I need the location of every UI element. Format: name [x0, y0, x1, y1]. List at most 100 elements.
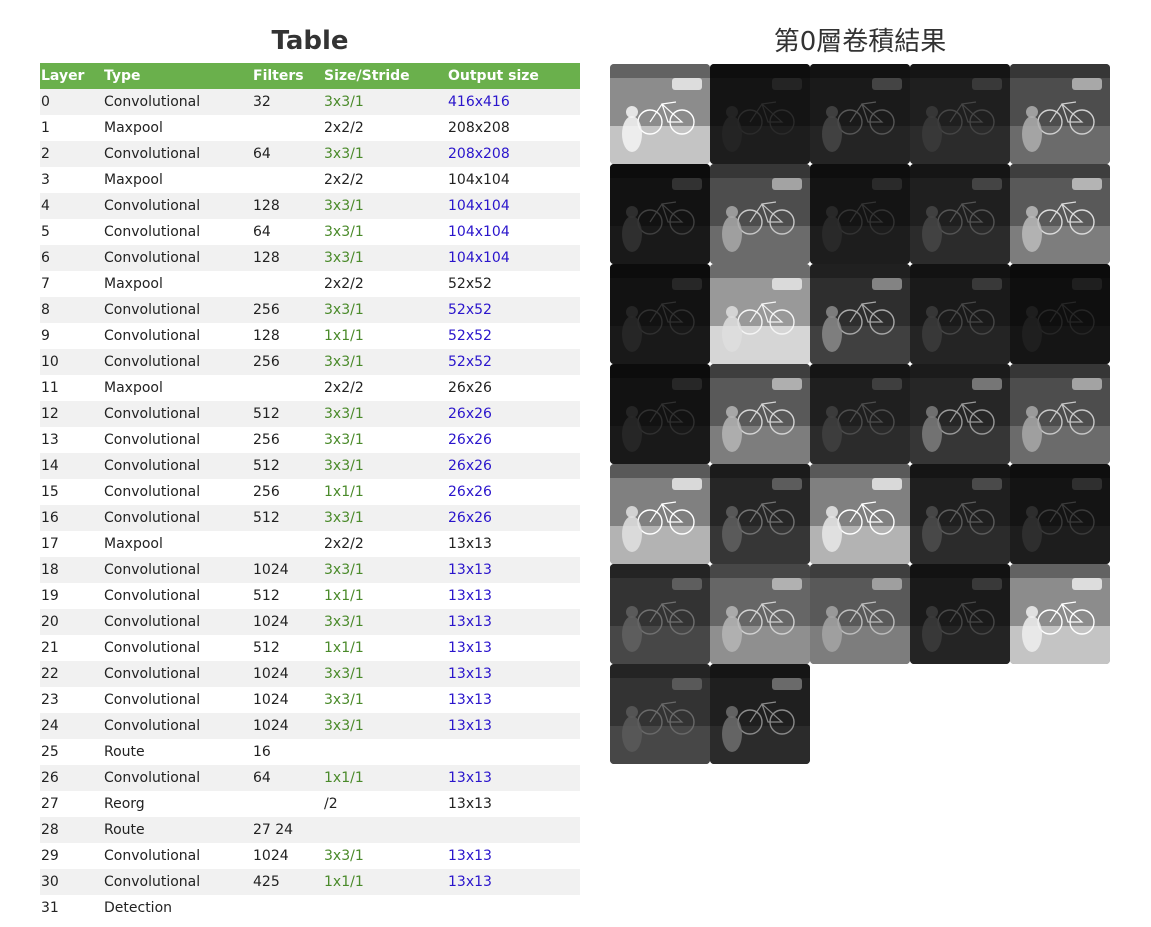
- cell-filters: 256: [253, 432, 280, 448]
- feature-map-tile: [1010, 64, 1110, 164]
- cell-output: 208x208: [448, 120, 510, 136]
- cell-output: 13x13: [447, 713, 580, 739]
- cell-filters: 512: [252, 401, 323, 427]
- cell-output: 26x26: [448, 484, 492, 500]
- cell-output: 416x416: [447, 89, 580, 115]
- cell-type: Maxpool: [104, 276, 163, 292]
- cell-size: 2x2/2: [324, 380, 364, 396]
- cell-type: Convolutional: [103, 401, 252, 427]
- cell-output: 104x104: [448, 224, 510, 240]
- feature-map-tile: [610, 664, 710, 764]
- cell-size: /2: [324, 796, 338, 812]
- cell-layer: 1: [41, 120, 50, 136]
- cell-layer: 20: [40, 609, 103, 635]
- cell-layer: 23: [41, 692, 59, 708]
- cell-type: Convolutional: [104, 224, 201, 240]
- feature-map-tile: [810, 564, 910, 664]
- feature-map-tile: [610, 64, 710, 164]
- feature-map-tile: [610, 464, 710, 564]
- cell-layer: 19: [41, 588, 59, 604]
- feature-map-tile: [910, 164, 1010, 264]
- cell-layer: 8: [40, 297, 103, 323]
- cell-output: [447, 817, 580, 843]
- table-row: 20 Convolutional 1024 3x3/1 13x13: [40, 609, 580, 635]
- cell-output: 26x26: [448, 432, 492, 448]
- header-filters: Filters: [252, 63, 323, 89]
- table-title: Table: [271, 26, 349, 56]
- feature-map-tile: [610, 564, 710, 664]
- cell-type: Maxpool: [104, 380, 163, 396]
- cell-layer: 27: [41, 796, 59, 812]
- table-row: 23 Convolutional 1024 3x3/1 13x13: [40, 687, 580, 713]
- table-row: 0 Convolutional 32 3x3/1 416x416: [40, 89, 580, 115]
- feature-map-tile: [910, 264, 1010, 364]
- cell-size: [323, 739, 447, 765]
- table-row: 15 Convolutional 256 1x1/1 26x26: [40, 479, 580, 505]
- cell-type: Maxpool: [104, 172, 163, 188]
- cell-layer: 18: [40, 557, 103, 583]
- feature-map-tile: [610, 264, 710, 364]
- cell-size: 3x3/1: [324, 848, 364, 864]
- table-row: 1 Maxpool 2x2/2 208x208: [40, 115, 580, 141]
- table-row: 12 Convolutional 512 3x3/1 26x26: [40, 401, 580, 427]
- cell-filters: 1024: [252, 713, 323, 739]
- table-row: 29 Convolutional 1024 3x3/1 13x13: [40, 843, 580, 869]
- cell-filters: 512: [253, 588, 280, 604]
- feature-map-tile: [710, 364, 810, 464]
- cell-layer: 28: [40, 817, 103, 843]
- cell-layer: 30: [40, 869, 103, 895]
- cell-output: 13x13: [447, 609, 580, 635]
- cell-type: Convolutional: [104, 432, 201, 448]
- feature-map-panel: 第0層卷積結果: [610, 22, 1110, 764]
- cell-size: 2x2/2: [324, 536, 364, 552]
- cell-type: Route: [103, 817, 252, 843]
- feature-map-tile: [810, 364, 910, 464]
- feature-map-tile: [1010, 164, 1110, 264]
- cell-filters: 256: [253, 484, 280, 500]
- cell-size: 3x3/1: [323, 89, 447, 115]
- feature-map-tile: [1010, 264, 1110, 364]
- cell-output: 13x13: [448, 588, 492, 604]
- cell-size: 3x3/1: [323, 661, 447, 687]
- table-row: 2 Convolutional 64 3x3/1 208x208: [40, 141, 580, 167]
- cell-size: 1x1/1: [324, 640, 364, 656]
- cell-filters: [252, 895, 323, 921]
- cell-size: 1x1/1: [324, 484, 364, 500]
- cell-layer: 9: [41, 328, 50, 344]
- cell-filters: 1024: [252, 557, 323, 583]
- cell-type: Maxpool: [104, 120, 163, 136]
- cell-filters: [252, 115, 323, 141]
- cell-layer: 31: [41, 900, 59, 916]
- cell-type: Convolutional: [103, 713, 252, 739]
- cell-output: [447, 895, 580, 921]
- cell-size: 1x1/1: [324, 328, 364, 344]
- cell-output: [447, 739, 580, 765]
- table-row: 27 Reorg/2 13x13: [40, 791, 580, 817]
- table-row: 11 Maxpool 2x2/2 26x26: [40, 375, 580, 401]
- cell-filters: 256: [252, 349, 323, 375]
- header-type: Type: [103, 63, 252, 89]
- table-row: 17 Maxpool 2x2/2 13x13: [40, 531, 580, 557]
- cell-output: 52x52: [448, 328, 492, 344]
- cell-output: 26x26: [448, 380, 492, 396]
- cell-output: 52x52: [447, 349, 580, 375]
- cell-type: Maxpool: [104, 536, 163, 552]
- cell-type: Convolutional: [103, 609, 252, 635]
- table-row: 22 Convolutional 1024 3x3/1 13x13: [40, 661, 580, 687]
- cell-size: 3x3/1: [324, 692, 364, 708]
- cell-output: 13x13: [448, 848, 492, 864]
- table-row: 10 Convolutional 256 3x3/1 52x52: [40, 349, 580, 375]
- cell-type: Convolutional: [103, 193, 252, 219]
- cell-filters: 128: [252, 245, 323, 271]
- table-row: 21 Convolutional 512 1x1/1 13x13: [40, 635, 580, 661]
- cell-output: 13x13: [448, 640, 492, 656]
- cell-filters: 256: [252, 297, 323, 323]
- table-row: 8 Convolutional 256 3x3/1 52x52: [40, 297, 580, 323]
- cell-layer: 6: [40, 245, 103, 271]
- cell-layer: 26: [40, 765, 103, 791]
- cell-filters: [252, 271, 323, 297]
- table-row: 4 Convolutional 128 3x3/1 104x104: [40, 193, 580, 219]
- cell-output: 52x52: [448, 276, 492, 292]
- table-row: 24 Convolutional 1024 3x3/1 13x13: [40, 713, 580, 739]
- cell-size: 2x2/2: [324, 172, 364, 188]
